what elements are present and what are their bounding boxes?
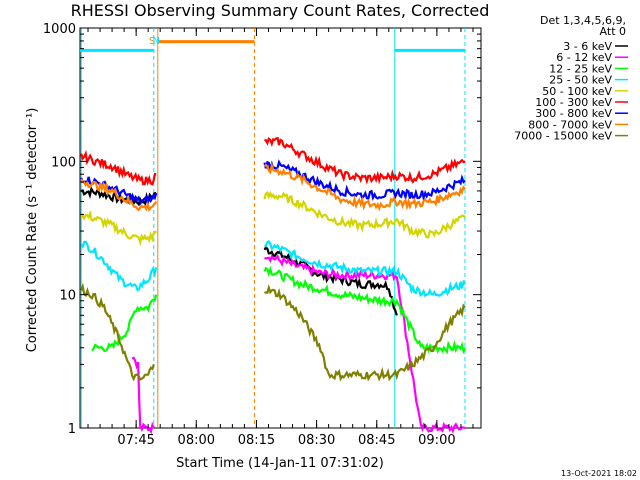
marker-N: N [152, 36, 159, 47]
series-line-7-seg-0 [80, 178, 158, 212]
series-line-4-seg-1 [263, 190, 466, 239]
series-line-8-seg-0 [80, 282, 155, 382]
legend-label-6: 300 - 800 keV [535, 107, 612, 120]
x-tick-label-4: 08:45 [358, 433, 395, 448]
legend-label-0: 3 - 6 keV [563, 40, 612, 53]
legend-label-8: 7000 - 15000 keV [514, 130, 612, 143]
generation-timestamp: 13-Oct-2021 18:02 [561, 469, 637, 478]
x-tick-label-5: 09:00 [418, 433, 455, 448]
y-tick-label-0: 1 [68, 422, 76, 437]
series-line-5-seg-0 [80, 149, 157, 187]
y-tick-label-1: 10 [59, 289, 76, 304]
x-tick-label-3: 08:30 [298, 433, 335, 448]
series-line-3-seg-0 [80, 240, 158, 292]
x-tick-label-1: 08:00 [178, 433, 215, 448]
plot-frame [79, 27, 482, 429]
legend-label-4: 50 - 100 keV [542, 85, 612, 98]
series-line-2-seg-0 [91, 294, 158, 353]
y-tick-label-2: 100 [51, 155, 76, 170]
legend-label-2: 12 - 25 keV [549, 62, 612, 75]
series-line-5-seg-1 [264, 136, 466, 185]
chart-title: RHESSI Observing Summary Count Rates, Co… [71, 1, 490, 20]
legend-label-7: 800 - 7000 keV [528, 118, 612, 131]
series-line-1-seg-1 [264, 253, 466, 435]
series-line-0-seg-0 [80, 185, 157, 207]
series-line-3-seg-1 [264, 240, 466, 298]
series-line-8-seg-1 [263, 283, 466, 382]
x-axis-label: Start Time (14-Jan-11 07:31:02) [176, 456, 384, 471]
marker-S: S [149, 36, 155, 47]
series-line-4-seg-0 [80, 210, 158, 247]
y-tick-label-3: 1000 [43, 22, 76, 37]
series-line-2-seg-1 [263, 265, 467, 355]
x-tick-label-0: 07:45 [117, 433, 154, 448]
legend-label-5: 100 - 300 keV [535, 96, 612, 109]
legend-header-1: Att 0 [600, 25, 626, 38]
legend-label-1: 6 - 12 keV [556, 51, 612, 64]
legend-label-3: 25 - 50 keV [549, 74, 612, 87]
legend-header-0: Det 1,3,4,5,6,9, [540, 14, 626, 27]
series-line-1-seg-0 [131, 356, 155, 435]
y-axis-label: Corrected Count Rate (s⁻¹ detector⁻¹) [25, 108, 40, 353]
x-tick-label-2: 08:15 [238, 433, 275, 448]
series-line-7-seg-1 [263, 161, 466, 212]
